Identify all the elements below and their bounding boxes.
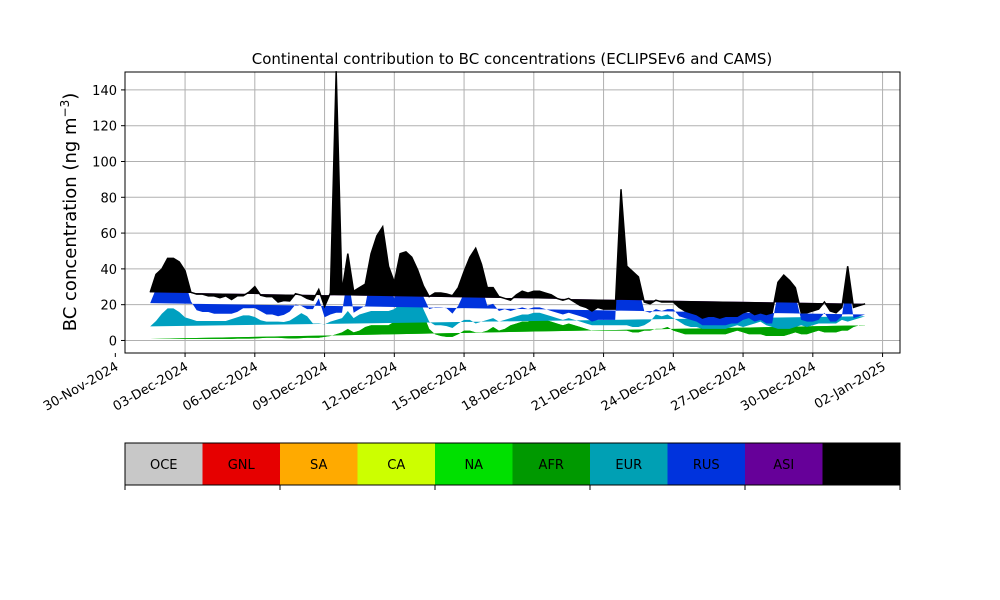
y-axis-label-text: BC concentration (ng m	[60, 117, 81, 331]
legend-label-sa: SA	[310, 458, 327, 473]
legend-frame	[124, 442, 901, 486]
legend-label-oce: OCE	[150, 458, 178, 473]
area-series-eur	[150, 289, 866, 329]
y-axis-label-close: )	[60, 93, 81, 100]
legend-swatch-eur	[590, 443, 668, 485]
y-tick-label: 60	[100, 227, 117, 242]
legend-label-eur: EUR	[615, 458, 642, 473]
legend-swatch-afr	[512, 443, 590, 485]
legend-label-ca: CA	[387, 458, 405, 473]
legend-label-asi: ASI	[773, 458, 794, 473]
area-series-rus	[150, 199, 866, 326]
legend-swatch-aus	[822, 443, 900, 485]
chart-title: Continental contribution to BC concentra…	[252, 50, 773, 68]
y-tick-label: 140	[92, 84, 117, 99]
y-tick-label: 100	[92, 155, 117, 170]
legend-label-rus: RUS	[693, 458, 720, 473]
legend-swatch-sa	[280, 443, 358, 485]
area-series-aus	[150, 71, 866, 319]
legend-swatch-ca	[357, 443, 435, 485]
area-series-afr	[150, 293, 866, 339]
y-tick-label: 120	[92, 120, 117, 135]
plot-frame	[124, 71, 901, 354]
y-axis-label: BC concentration (ng m−3)	[58, 93, 81, 332]
legend-swatch-oce	[125, 443, 203, 485]
y-tick-label: 80	[100, 191, 117, 206]
y-tick-label: 20	[100, 299, 117, 314]
y-tick-label: 0	[109, 334, 117, 349]
legend-swatch-rus	[667, 443, 745, 485]
y-axis-label-exponent: −3	[58, 100, 72, 118]
legend-label-aus: AUS	[848, 458, 875, 473]
color-legend: OCE GNL SA CA NA AFR EUR RUS ASI AUS	[124, 442, 901, 490]
legend-label-afr: AFR	[539, 458, 564, 473]
legend-label-na: NA	[464, 458, 483, 473]
legend-swatch-na	[435, 443, 513, 485]
legend-swatch-asi	[745, 443, 823, 485]
total-outline	[149, 71, 866, 319]
legend-swatch-gnl	[202, 443, 280, 485]
y-tick-label: 40	[100, 263, 117, 278]
legend-label-gnl: GNL	[228, 458, 256, 473]
